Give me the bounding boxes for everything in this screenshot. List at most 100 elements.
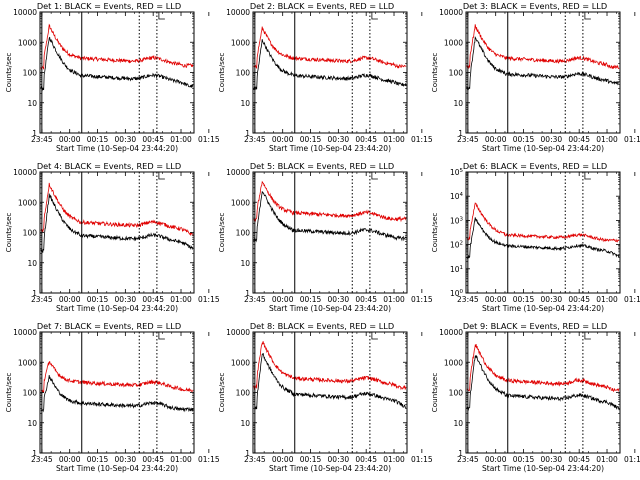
x-tick-label: 00:15 bbox=[513, 455, 535, 464]
lld-series-line bbox=[466, 202, 620, 243]
x-tick-label: 00:45 bbox=[142, 295, 164, 304]
y-axis-label: Counts/sec bbox=[4, 213, 13, 253]
y-tick-label: 10 bbox=[240, 419, 250, 428]
y-tick-label: 1000 bbox=[444, 38, 463, 47]
plot-title: Det 1: BLACK = Events, RED = LLD bbox=[37, 1, 181, 11]
x-tick-label: 01:00 bbox=[383, 135, 405, 144]
lld-series-line bbox=[253, 26, 407, 70]
x-tick-label: 00:00 bbox=[59, 135, 81, 144]
x-axis-label: Start Time (10-Sep-04 23:44:20) bbox=[482, 464, 604, 473]
lld-series-line bbox=[253, 180, 407, 223]
x-tick-label: 01:00 bbox=[596, 135, 618, 144]
x-tick-label: 00:15 bbox=[87, 135, 109, 144]
x-tick-label: 01:15 bbox=[411, 455, 433, 464]
y-tick-label: 10000 bbox=[226, 328, 250, 337]
events-series-line bbox=[253, 190, 407, 243]
x-tick-label: 00:30 bbox=[541, 135, 563, 144]
events-series-line bbox=[40, 375, 194, 413]
y-tick-label: 10000 bbox=[13, 328, 37, 337]
plot-frame bbox=[39, 171, 195, 294]
x-axis-label: Start Time (10-Sep-04 23:44:20) bbox=[269, 464, 391, 473]
x-tick-label: 00:00 bbox=[59, 295, 81, 304]
x-tick-label: 00:15 bbox=[300, 135, 322, 144]
y-axis-label: Counts/sec bbox=[217, 373, 226, 413]
y-tick-label: 1 bbox=[458, 449, 463, 458]
y-tick-label: 105 bbox=[450, 168, 464, 177]
events-series-line bbox=[466, 354, 620, 411]
y-tick-label: 1000 bbox=[18, 38, 37, 47]
x-tick-label: 01:00 bbox=[383, 455, 405, 464]
y-axis-label: Counts/sec bbox=[430, 53, 439, 93]
x-tick-label: 23:45 bbox=[244, 135, 266, 144]
x-axis-label: Start Time (10-Sep-04 23:44:20) bbox=[56, 144, 178, 153]
detector-plot-7: Det 7: BLACK = Events, RED = LLD 1 10 100 10… bbox=[4, 321, 220, 473]
lld-series-line bbox=[253, 341, 407, 391]
x-tick-label: 00:00 bbox=[272, 135, 294, 144]
x-tick-label: 01:15 bbox=[411, 295, 433, 304]
events-series-line bbox=[40, 36, 194, 92]
x-tick-label: 01:00 bbox=[596, 455, 618, 464]
y-tick-label: 10 bbox=[27, 99, 37, 108]
detector-plot-1: Det 1: BLACK = Events, RED = LLD 1 10 100 10… bbox=[4, 1, 220, 153]
y-tick-label: 101 bbox=[450, 265, 463, 274]
y-tick-label: 10000 bbox=[13, 168, 37, 177]
y-tick-label: 104 bbox=[450, 192, 464, 201]
plot-frame bbox=[465, 171, 621, 294]
y-tick-label: 10 bbox=[453, 419, 463, 428]
x-tick-label: 00:30 bbox=[541, 295, 563, 304]
x-tick-label: 00:45 bbox=[568, 455, 590, 464]
x-tick-label: 23:45 bbox=[244, 455, 266, 464]
events-series-line bbox=[40, 193, 194, 254]
y-tick-label: 10000 bbox=[226, 8, 250, 17]
lld-series-line bbox=[40, 23, 194, 70]
x-tick-label: 01:00 bbox=[170, 455, 192, 464]
legend-bracket bbox=[371, 172, 378, 180]
lld-series-line bbox=[466, 344, 620, 393]
y-tick-label: 100 bbox=[23, 69, 38, 78]
y-axis-label: Counts/sec bbox=[217, 53, 226, 93]
x-tick-label: 00:00 bbox=[485, 295, 507, 304]
y-axis-label: Counts/sec bbox=[4, 53, 13, 93]
x-axis-label: Start Time (10-Sep-04 23:44:20) bbox=[269, 304, 391, 313]
legend-bracket bbox=[584, 12, 591, 20]
plot-frame bbox=[39, 11, 195, 134]
x-tick-label: 00:15 bbox=[300, 295, 322, 304]
x-tick-label: 00:45 bbox=[142, 135, 164, 144]
x-axis-label: Start Time (10-Sep-04 23:44:20) bbox=[56, 304, 178, 313]
y-tick-label: 10 bbox=[240, 99, 250, 108]
legend-bracket bbox=[371, 332, 378, 340]
x-axis-label: Start Time (10-Sep-04 23:44:20) bbox=[482, 304, 604, 313]
events-series-line bbox=[466, 35, 620, 91]
x-tick-label: 23:45 bbox=[457, 455, 479, 464]
x-tick-label: 00:00 bbox=[485, 135, 507, 144]
x-tick-label: 00:30 bbox=[328, 295, 350, 304]
y-axis-label: Counts/sec bbox=[217, 213, 226, 253]
x-tick-label: 00:15 bbox=[87, 295, 109, 304]
y-tick-label: 100 bbox=[236, 69, 251, 78]
y-tick-label: 1 bbox=[245, 449, 250, 458]
y-tick-label: 10 bbox=[27, 259, 37, 268]
x-tick-label: 23:45 bbox=[457, 135, 479, 144]
y-tick-label: 100 bbox=[450, 289, 464, 298]
y-tick-label: 1 bbox=[245, 289, 250, 298]
y-tick-label: 10000 bbox=[439, 8, 463, 17]
x-tick-label: 00:45 bbox=[568, 135, 590, 144]
x-tick-label: 00:30 bbox=[328, 135, 350, 144]
x-tick-label: 01:00 bbox=[170, 135, 192, 144]
y-tick-label: 100 bbox=[236, 229, 251, 238]
plot-title: Det 7: BLACK = Events, RED = LLD bbox=[37, 321, 181, 331]
legend-bracket bbox=[371, 12, 378, 20]
x-tick-label: 01:00 bbox=[170, 295, 192, 304]
x-tick-label: 01:00 bbox=[596, 295, 618, 304]
y-tick-label: 10 bbox=[240, 259, 250, 268]
x-tick-label: 00:45 bbox=[355, 455, 377, 464]
x-tick-label: 23:45 bbox=[244, 295, 266, 304]
y-tick-label: 10000 bbox=[439, 328, 463, 337]
y-tick-label: 1000 bbox=[444, 358, 463, 367]
y-tick-label: 1 bbox=[32, 289, 37, 298]
plot-title: Det 5: BLACK = Events, RED = LLD bbox=[250, 161, 394, 171]
x-tick-label: 01:15 bbox=[624, 135, 640, 144]
x-tick-label: 01:15 bbox=[624, 455, 640, 464]
x-tick-label: 23:45 bbox=[457, 295, 479, 304]
legend-bracket bbox=[158, 172, 165, 180]
